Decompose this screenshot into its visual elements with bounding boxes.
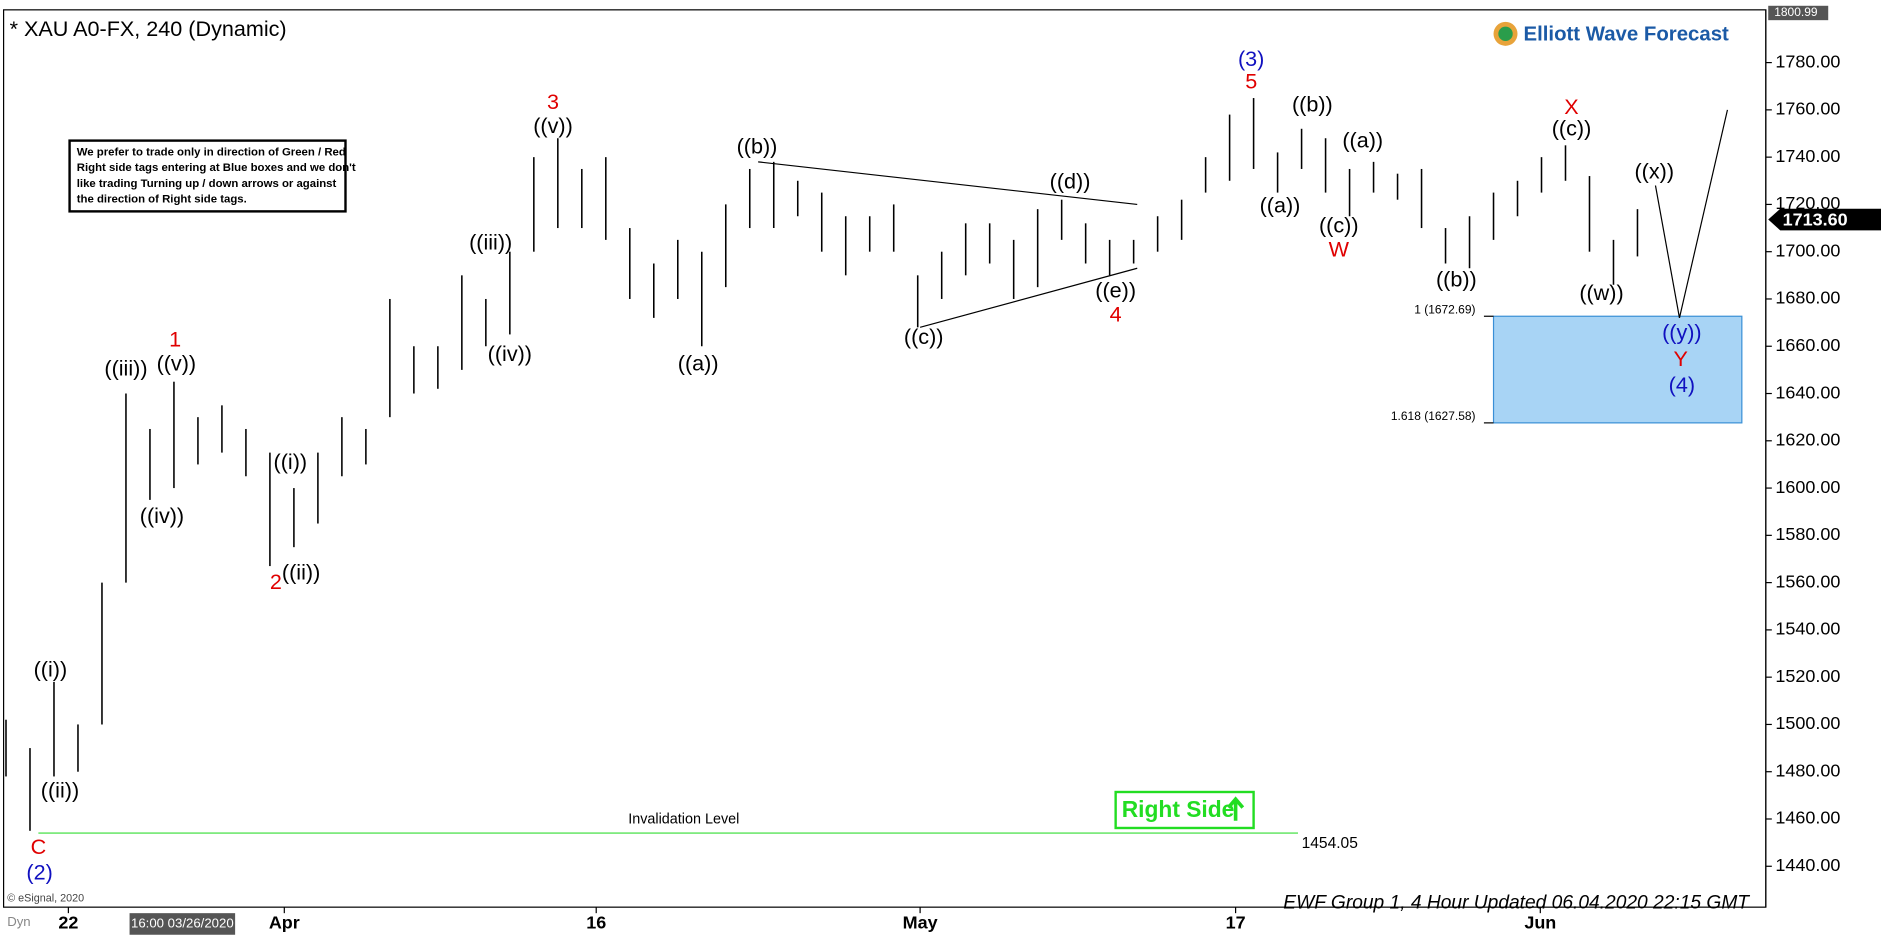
wave-label: ((b)) xyxy=(1292,92,1333,117)
wave-label: 2 xyxy=(270,569,282,594)
wave-label: ((c)) xyxy=(1319,213,1359,238)
right-side-label: Right Side xyxy=(1122,796,1235,822)
y-tick-label: 1760.00 xyxy=(1775,99,1840,119)
wave-label: ((b)) xyxy=(737,134,778,159)
x-tick-label: Jun xyxy=(1524,913,1556,933)
wave-label: ((d)) xyxy=(1050,168,1091,193)
wave-label: ((iv)) xyxy=(140,503,184,528)
top-price-box xyxy=(1768,5,1829,21)
wave-label: ((i)) xyxy=(34,657,68,682)
wave-label: 3 xyxy=(547,89,559,114)
wave-label: ((ii)) xyxy=(41,778,79,803)
right-side-box xyxy=(1114,790,1255,830)
y-tick-label: 1600.00 xyxy=(1775,477,1840,497)
wave-label: (4) xyxy=(1669,372,1695,397)
x-tick-label: Apr xyxy=(269,913,300,933)
y-tick-label: 1440.00 xyxy=(1775,855,1840,875)
y-tick-label: 1700.00 xyxy=(1775,240,1840,260)
y-tick-label: 1680.00 xyxy=(1775,288,1840,308)
footer: EWF Group 1, 4 Hour Updated 06.04.2020 2… xyxy=(1283,893,1750,914)
note-line: We prefer to trade only in direction of … xyxy=(77,147,346,159)
wave-label: ((ii)) xyxy=(282,559,320,584)
wave-label: ((b)) xyxy=(1436,267,1477,292)
wave-label: ((c)) xyxy=(904,324,944,349)
invalidation-value: 1454.05 xyxy=(1302,835,1359,852)
wave-label: ((e)) xyxy=(1095,277,1136,302)
cursor-time: 16:00 03/26/2020 xyxy=(131,915,234,930)
top-price-label: 1800.99 xyxy=(1774,5,1818,19)
x-tick-label: 16 xyxy=(586,913,606,933)
wave-label: 5 xyxy=(1245,69,1257,94)
y-tick-label: 1460.00 xyxy=(1775,808,1840,828)
y-tick-label: 1560.00 xyxy=(1775,571,1840,591)
wave-label: ((a)) xyxy=(1260,192,1301,217)
trend-line xyxy=(1654,109,1729,319)
y-tick-label: 1580.00 xyxy=(1775,524,1840,544)
invalidation-text: Invalidation Level xyxy=(628,812,739,828)
y-tick-label: 1640.00 xyxy=(1775,382,1840,402)
note-line: Right side tags entering at Blue boxes a… xyxy=(77,162,356,174)
wave-label: ((a)) xyxy=(1342,128,1383,153)
y-tick-label: 1740.00 xyxy=(1775,146,1840,166)
right-side-arrow xyxy=(1227,796,1245,821)
wave-label: (3) xyxy=(1238,46,1264,71)
zone-top-label: 1 (1672.69) xyxy=(1414,302,1475,316)
wave-label: ((v)) xyxy=(533,113,573,138)
logo-icon-inner xyxy=(1498,26,1513,42)
target-zone xyxy=(1492,315,1743,424)
note-box xyxy=(68,139,347,213)
wave-label: ((x)) xyxy=(1634,159,1674,184)
last-price-label: 1713.60 xyxy=(1783,209,1848,229)
y-tick-label: 1480.00 xyxy=(1775,760,1840,780)
last-price-box xyxy=(1768,208,1881,231)
mode-label: Dyn xyxy=(7,914,30,929)
note-line: the direction of Right side tags. xyxy=(77,193,247,205)
zone-bottom-label: 1.618 (1627.58) xyxy=(1391,409,1476,423)
y-tick-label: 1500.00 xyxy=(1775,713,1840,733)
wave-label: 4 xyxy=(1110,301,1122,326)
y-tick-label: 1660.00 xyxy=(1775,335,1840,355)
logo-text: Elliott Wave Forecast xyxy=(1524,23,1730,45)
chart-title: * XAU A0-FX, 240 (Dynamic) xyxy=(10,16,287,41)
y-tick-label: 1620.00 xyxy=(1775,430,1840,450)
trend-line xyxy=(919,267,1138,328)
wave-label: ((c)) xyxy=(1552,116,1592,141)
wave-label: C xyxy=(31,834,47,859)
cursor-time-box xyxy=(129,913,236,935)
wave-label: ((iv)) xyxy=(488,341,532,366)
wave-label: ((iii)) xyxy=(104,355,147,380)
x-tick-label: 17 xyxy=(1226,913,1246,933)
copyright: © eSignal, 2020 xyxy=(7,893,84,905)
y-tick-label: 1720.00 xyxy=(1775,193,1840,213)
wave-label: W xyxy=(1329,237,1350,262)
y-tick-label: 1520.00 xyxy=(1775,666,1840,686)
y-tick-label: 1540.00 xyxy=(1775,619,1840,639)
wave-label: X xyxy=(1564,94,1578,119)
y-tick-label: 1780.00 xyxy=(1775,51,1840,71)
trend-line xyxy=(758,161,1138,206)
wave-label: ((a)) xyxy=(678,351,719,376)
wave-label: Y xyxy=(1673,346,1687,371)
wave-label: ((y)) xyxy=(1662,319,1702,344)
wave-label: ((v)) xyxy=(157,351,197,376)
x-tick-label: 22 xyxy=(58,913,78,933)
wave-label: ((w)) xyxy=(1579,280,1623,305)
wave-label: 1 xyxy=(169,327,181,352)
wave-label: ((i)) xyxy=(274,449,308,474)
wave-label: ((iii)) xyxy=(469,229,512,254)
wave-label: (2) xyxy=(26,859,52,884)
note-line: like trading Turning up / down arrows or… xyxy=(77,178,337,190)
x-tick-label: May xyxy=(903,913,938,933)
